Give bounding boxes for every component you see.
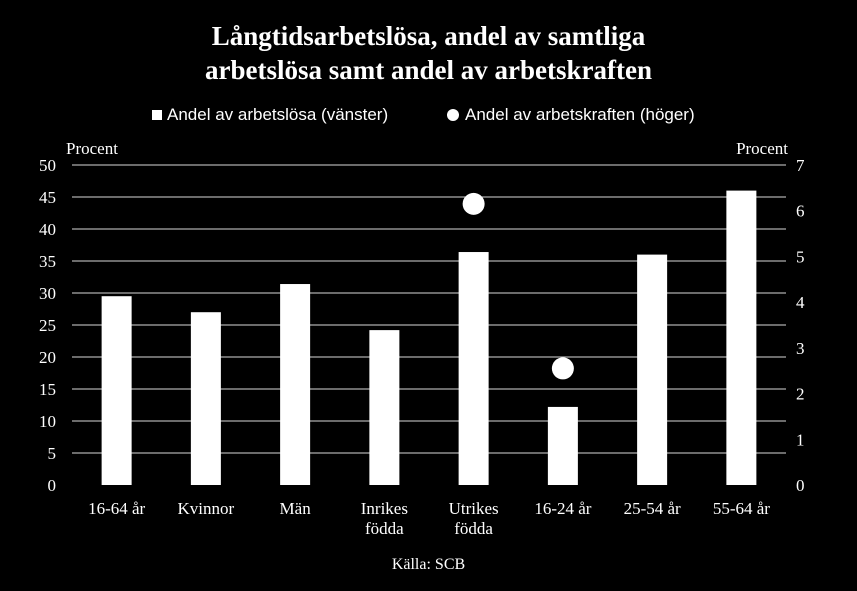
legend-item-dots: Andel av arbetskraften (höger) [447,105,695,125]
left-tick-label: 5 [48,444,57,463]
left-tick-label: 30 [39,284,56,303]
left-tick-label: 50 [39,156,56,175]
bar [547,406,578,485]
category-label: 55-64 år [713,499,770,518]
bar [101,296,132,485]
category-label: 25-54 år [624,499,681,518]
category-label: Män [280,499,312,518]
bar [369,330,400,485]
right-tick-label: 4 [796,293,805,312]
bar [280,284,311,485]
left-tick-label: 45 [39,188,56,207]
right-tick-label: 6 [796,202,805,221]
chart-title-line-2: arbetslösa samt andel av arbetskraften [205,55,652,85]
legend-circle-swatch [447,109,459,121]
right-tick-label: 7 [796,156,805,175]
left-tick-label: 40 [39,220,56,239]
category-label: Kvinnor [178,499,235,518]
legend-label-dots: Andel av arbetskraften (höger) [465,105,695,124]
legend-square-swatch [152,110,162,120]
source-note: Källa: SCB [391,556,466,573]
bar [190,312,221,485]
left-tick-label: 15 [39,380,56,399]
legend-label-bars: Andel av arbetslösa (vänster) [167,105,389,124]
left-axis-unit: Procent [66,139,118,158]
right-tick-label: 3 [796,339,805,358]
right-axis-unit: Procent [736,139,788,158]
left-tick-label: 0 [48,476,57,495]
category-label: 16-64 år [88,499,145,518]
left-tick-label: 35 [39,252,56,271]
marker-point [462,192,485,215]
category-label: födda [365,519,404,538]
right-tick-label: 2 [796,385,805,404]
bar [458,252,489,485]
category-label: Inrikes [361,499,408,518]
legend-item-bars: Andel av arbetslösa (vänster) [152,105,388,125]
right-tick-label: 5 [796,247,805,266]
left-tick-label: 20 [39,348,56,367]
category-label: födda [454,519,493,538]
category-label: 16-24 år [534,499,591,518]
left-tick-label: 25 [39,316,56,335]
right-tick-label: 0 [796,476,805,495]
right-tick-label: 1 [796,430,805,449]
left-tick-label: 10 [39,412,56,431]
chart-title-line-1: Långtidsarbetslösa, andel av samtliga [211,21,646,51]
bar [637,254,668,485]
category-label: Utrikes [449,499,499,518]
bar [726,190,757,485]
legend: Andel av arbetslösa (vänster) Andel av a… [0,105,857,129]
marker-point [551,357,574,380]
